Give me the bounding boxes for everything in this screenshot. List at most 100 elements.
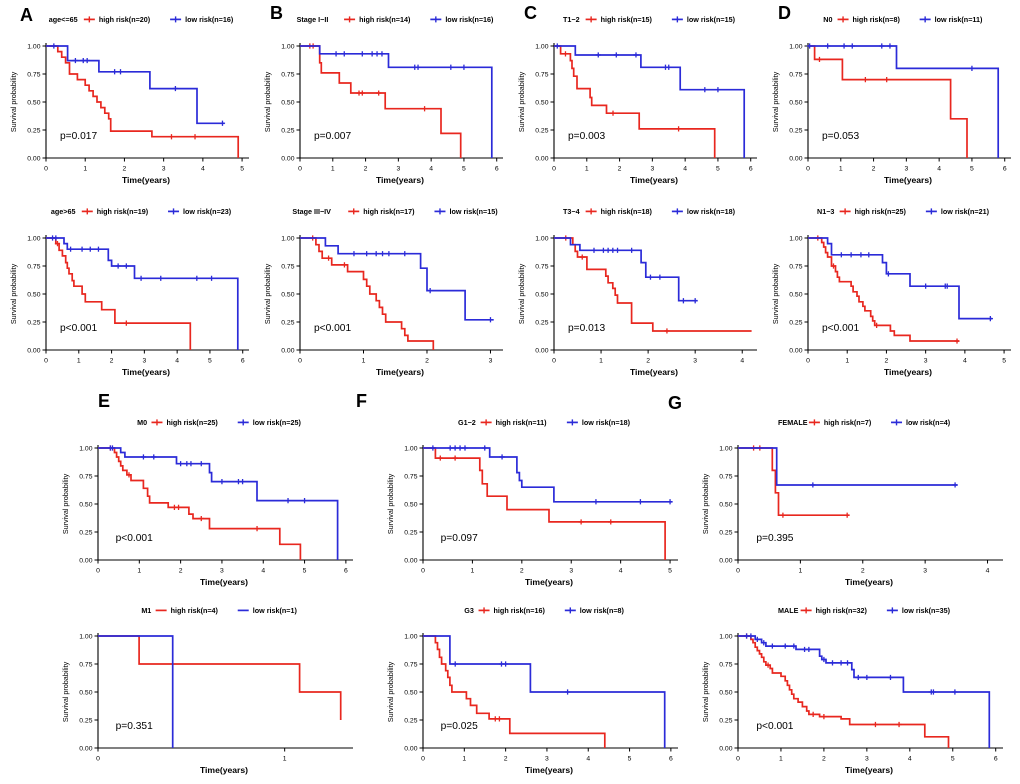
svg-text:0: 0 xyxy=(96,568,100,575)
svg-text:3: 3 xyxy=(142,358,146,365)
axes: 0.00 0.25 0.50 0.75 1.00 0 1 2 3 4 5 6 xyxy=(719,633,1003,763)
svg-text:1: 1 xyxy=(362,358,366,365)
svg-text:1.00: 1.00 xyxy=(719,445,732,452)
censor-marks-low-risk xyxy=(743,633,958,695)
axes: 0.00 0.25 0.50 0.75 1.00 0 1 2 3 4 5 xyxy=(27,43,249,173)
p-value-label: p=0.395 xyxy=(756,533,793,544)
km-plot-d-bottom: 0.00 0.25 0.50 0.75 1.00 0 1 2 3 4 5 Time(years) Sur… xyxy=(771,207,1011,377)
svg-text:0.50: 0.50 xyxy=(789,291,802,298)
p-value-label: p=0.351 xyxy=(116,721,153,732)
svg-text:2: 2 xyxy=(425,358,429,365)
axes: 0.00 0.25 0.50 0.75 1.00 0 1 2 3 4 5 xyxy=(404,445,678,575)
x-axis-label: Time(years) xyxy=(525,765,573,775)
svg-text:4: 4 xyxy=(201,166,205,173)
svg-text:4: 4 xyxy=(683,166,687,173)
series-low-risk xyxy=(554,45,746,158)
svg-text:0.50: 0.50 xyxy=(79,501,92,508)
svg-text:0.00: 0.00 xyxy=(789,155,802,162)
series-low-risk xyxy=(738,635,991,748)
legend: T3−4 high risk(n=18) low risk(n=18) xyxy=(563,207,736,216)
x-axis-label: Time(years) xyxy=(630,175,678,185)
svg-text:3: 3 xyxy=(162,166,166,173)
x-axis-label: Time(years) xyxy=(200,577,248,587)
svg-text:2: 2 xyxy=(822,756,826,763)
svg-text:0.25: 0.25 xyxy=(27,127,40,134)
censor-marks-low-risk xyxy=(351,251,494,323)
p-value-label: p<0.001 xyxy=(314,323,351,334)
p-value-label: p=0.007 xyxy=(314,131,351,142)
series-high-risk xyxy=(738,635,950,748)
svg-text:0.00: 0.00 xyxy=(79,557,92,564)
axes: 0.00 0.25 0.50 0.75 1.00 0 1 2 3 4 5 6 xyxy=(404,633,678,763)
p-value-label: p=0.025 xyxy=(441,721,478,732)
legend-high-risk-label: high risk(n=17) xyxy=(363,207,415,216)
x-axis-label: Time(years) xyxy=(884,367,932,377)
svg-text:0.50: 0.50 xyxy=(79,689,92,696)
svg-text:6: 6 xyxy=(495,166,499,173)
y-axis-label: Survival probability xyxy=(263,263,272,324)
km-plot-b-bottom: 0.00 0.25 0.50 0.75 1.00 0 1 2 3 Time(years) Survi… xyxy=(263,207,503,377)
plots-container: 0.00 0.25 0.50 0.75 1.00 0 1 2 3 4 5 6 Time(years) Su… xyxy=(770,6,1018,388)
svg-text:0.75: 0.75 xyxy=(79,473,92,480)
svg-text:0.50: 0.50 xyxy=(535,99,548,106)
panel-letter-g: G xyxy=(668,393,683,413)
svg-text:0.00: 0.00 xyxy=(535,347,548,354)
legend-low-risk-label: low risk(n=16) xyxy=(445,15,494,24)
panel-letter-c: C xyxy=(524,3,537,23)
svg-text:0.50: 0.50 xyxy=(535,291,548,298)
y-axis-label: Survival probability xyxy=(386,473,395,534)
km-plot-a-bottom: 0.00 0.25 0.50 0.75 1.00 0 1 2 3 4 5 6 Time(years) Su… xyxy=(9,207,249,377)
svg-text:3: 3 xyxy=(569,568,573,575)
legend-low-risk-label: low risk(n=18) xyxy=(687,207,736,216)
svg-text:3: 3 xyxy=(220,568,224,575)
legend-low-risk-label: low risk(n=8) xyxy=(580,606,625,615)
legend-low-risk-label: low risk(n=11) xyxy=(935,15,983,24)
plots-container: 0.00 0.25 0.50 0.75 1.00 0 1 2 3 4 Time(years) Surv… xyxy=(700,410,1010,784)
legend-high-risk-label: high risk(n=7) xyxy=(824,418,872,427)
svg-text:1: 1 xyxy=(462,756,466,763)
svg-text:0.00: 0.00 xyxy=(719,557,732,564)
svg-text:4: 4 xyxy=(986,568,990,575)
series-low-risk xyxy=(423,635,666,748)
legend-subgroup-label: FEMALE xyxy=(778,418,808,427)
censor-marks-high-risk xyxy=(437,455,614,525)
svg-text:2: 2 xyxy=(885,358,889,365)
legend: age<=65 high risk(n=20) low risk(n=16) xyxy=(49,15,234,24)
legend-subgroup-label: T1−2 xyxy=(563,15,580,24)
legend-low-risk-label: low risk(n=21) xyxy=(941,207,990,216)
legend: T1−2 high risk(n=15) low risk(n=15) xyxy=(563,15,736,24)
p-value-label: p<0.001 xyxy=(822,323,859,334)
censor-marks-low-risk xyxy=(49,235,215,281)
x-axis-label: Time(years) xyxy=(376,175,424,185)
x-axis-label: Time(years) xyxy=(525,577,573,587)
svg-text:5: 5 xyxy=(303,568,307,575)
svg-text:4: 4 xyxy=(963,358,967,365)
plots-container: 0.00 0.25 0.50 0.75 1.00 0 1 2 3 4 5 6 Time(years) Su… xyxy=(60,410,360,784)
y-axis-label: Survival probability xyxy=(386,661,395,722)
series-high-risk xyxy=(554,45,716,158)
legend: N0 high risk(n=8) low risk(n=11) xyxy=(823,15,983,24)
svg-text:5: 5 xyxy=(240,166,244,173)
legend-subgroup-label: N0 xyxy=(823,15,832,24)
legend-high-risk-label: high risk(n=4) xyxy=(171,606,219,615)
svg-text:0.00: 0.00 xyxy=(404,557,417,564)
x-axis-label: Time(years) xyxy=(122,367,170,377)
svg-text:0.75: 0.75 xyxy=(404,661,417,668)
svg-text:0.25: 0.25 xyxy=(535,319,548,326)
censor-marks-low-risk xyxy=(107,445,308,504)
y-axis-label: Survival probability xyxy=(9,263,18,324)
legend-subgroup-label: M1 xyxy=(141,606,151,615)
censor-marks-low-risk xyxy=(430,445,673,505)
svg-text:2: 2 xyxy=(861,568,865,575)
legend: G1−2 high risk(n=11) low risk(n=18) xyxy=(458,418,631,427)
svg-text:5: 5 xyxy=(951,756,955,763)
censor-marks-low-risk xyxy=(452,661,571,695)
panel-g: 0.00 0.25 0.50 0.75 1.00 0 1 2 3 4 Time(years) Surv… xyxy=(700,410,1010,784)
km-plot-e-bottom: 0.00 0.25 0.50 0.75 1.00 0 1 Time(years) Surviva… xyxy=(61,606,353,775)
svg-text:1: 1 xyxy=(839,166,843,173)
x-axis-label: Time(years) xyxy=(200,765,248,775)
legend-subgroup-label: T3−4 xyxy=(563,207,580,216)
series-high-risk xyxy=(300,237,435,350)
svg-text:3: 3 xyxy=(904,166,908,173)
svg-text:0.75: 0.75 xyxy=(719,473,732,480)
